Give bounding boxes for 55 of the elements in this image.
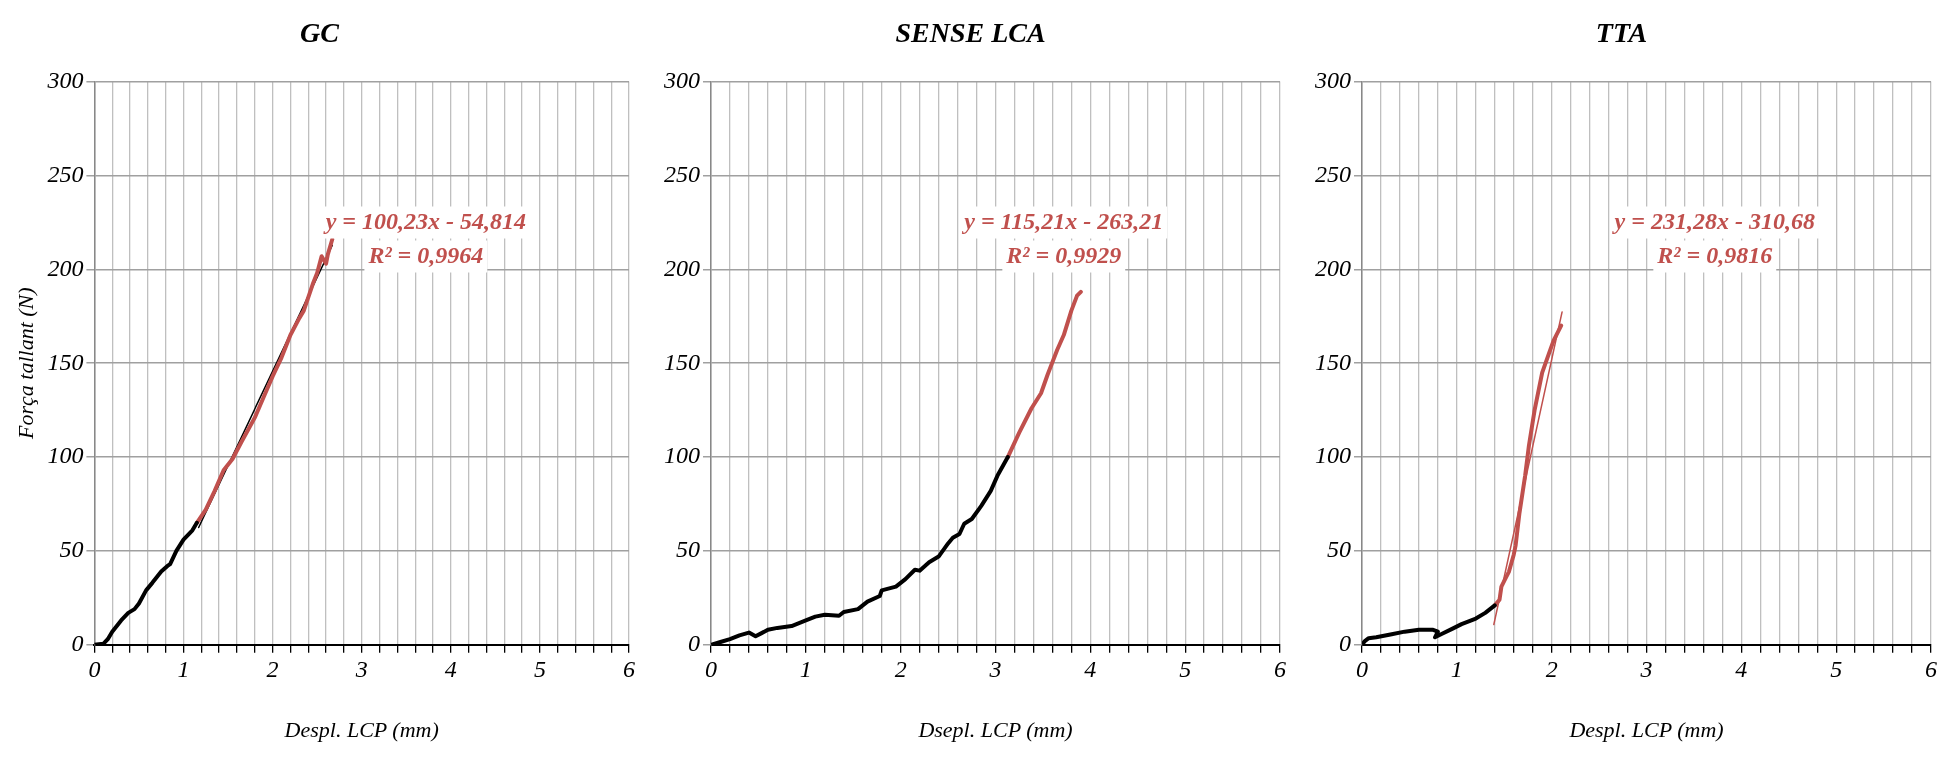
x-tick-label: 3 xyxy=(1639,655,1653,682)
y-tick-label: 300 xyxy=(46,66,84,93)
y-tick-label: 150 xyxy=(664,348,700,375)
y-tick-label: 150 xyxy=(47,348,84,375)
annotation: R² = 0,9964 xyxy=(367,241,484,268)
y-tick-label: 200 xyxy=(664,254,700,281)
x-tick-label: 2 xyxy=(1545,655,1558,682)
x-tick-label: 0 xyxy=(1356,655,1368,682)
y-tick-label: 100 xyxy=(47,442,84,469)
y-tick-label: 0 xyxy=(688,630,700,657)
x-axis-title: Dsepl. LCP (mm) xyxy=(917,716,1073,742)
y-tick-label: 0 xyxy=(71,630,84,657)
x-tick-label: 2 xyxy=(266,655,279,682)
x-axis-title: Despl. LCP (mm) xyxy=(1568,716,1724,742)
y-axis-title: Força tallant (N) xyxy=(12,287,38,440)
x-tick-label: 6 xyxy=(1274,655,1286,682)
annotation: y = 115,21x - 263,21 xyxy=(961,207,1164,234)
y-tick-label: 50 xyxy=(676,536,700,563)
y-tick-label: 50 xyxy=(1327,536,1351,563)
x-tick-label: 3 xyxy=(988,655,1002,682)
chart-title: GC xyxy=(300,17,340,49)
annotation: y = 100,23x - 54,814 xyxy=(322,207,527,234)
x-tick-label: 2 xyxy=(894,655,907,682)
x-tick-label: 0 xyxy=(88,655,101,682)
y-tick-label: 150 xyxy=(1315,348,1351,375)
y-tick-label: 200 xyxy=(1315,254,1351,281)
y-tick-label: 100 xyxy=(1315,442,1351,469)
y-tick-label: 0 xyxy=(1339,630,1351,657)
chart-title: SENSE LCA xyxy=(895,17,1046,49)
x-tick-label: 4 xyxy=(1735,655,1748,682)
x-tick-label: 3 xyxy=(354,655,368,682)
y-tick-label: 250 xyxy=(1315,160,1351,187)
annotation: R² = 0,9816 xyxy=(1656,241,1773,268)
x-tick-label: 5 xyxy=(533,655,546,682)
x-tick-label: 5 xyxy=(1830,655,1843,682)
x-tick-label: 1 xyxy=(799,655,812,682)
y-tick-label: 300 xyxy=(663,66,700,93)
chart-title: TTA xyxy=(1595,17,1648,49)
y-tick-label: 200 xyxy=(47,254,84,281)
x-tick-label: 4 xyxy=(444,655,457,682)
x-tick-label: 6 xyxy=(1925,655,1937,682)
annotation: R² = 0,9929 xyxy=(1005,241,1122,268)
x-axis-title: Despl. LCP (mm) xyxy=(283,716,439,742)
y-tick-label: 100 xyxy=(664,442,700,469)
y-tick-label: 250 xyxy=(664,160,700,187)
y-tick-label: 50 xyxy=(59,536,84,563)
annotation: y = 231,28x - 310,68 xyxy=(1611,207,1815,234)
x-tick-label: 5 xyxy=(1179,655,1192,682)
x-tick-label: 6 xyxy=(623,655,635,682)
y-tick-label: 300 xyxy=(1314,66,1351,93)
x-tick-label: 0 xyxy=(705,655,717,682)
x-tick-label: 1 xyxy=(177,655,190,682)
x-tick-label: 4 xyxy=(1084,655,1097,682)
y-tick-label: 250 xyxy=(47,160,84,187)
x-tick-label: 1 xyxy=(1450,655,1463,682)
